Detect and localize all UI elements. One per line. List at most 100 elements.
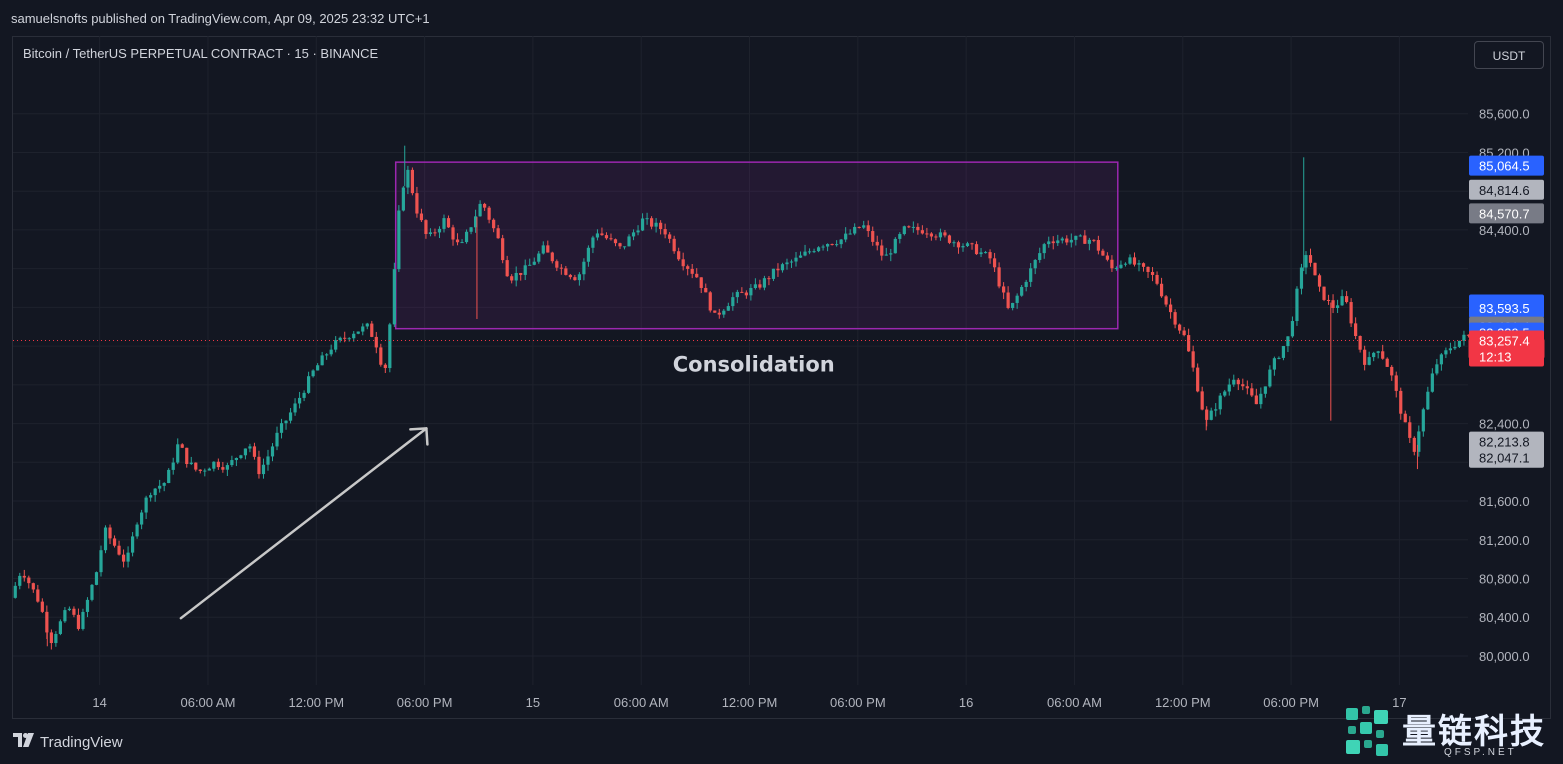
candle-body [1223, 391, 1227, 396]
candle-down [1322, 286, 1326, 302]
candle-body [956, 242, 961, 248]
candle-body [121, 554, 126, 562]
candle-body [1426, 391, 1430, 410]
candle-up [1372, 351, 1376, 362]
candle-body [130, 536, 135, 553]
candle-down [1164, 295, 1168, 307]
candle-body [803, 251, 807, 256]
candle-up [1087, 237, 1091, 251]
candle-body [1236, 379, 1240, 385]
candle-body [659, 222, 663, 230]
candle-up [631, 229, 636, 241]
candle-body [744, 292, 748, 296]
candle-body [1421, 409, 1425, 432]
candle-body [961, 246, 965, 248]
x-tick-label: 06:00 AM [1047, 695, 1102, 710]
candle-body [1092, 239, 1096, 241]
candle-body [207, 468, 211, 471]
published-line: samuelsnofts published on TradingView.co… [11, 11, 430, 26]
candle-body [586, 247, 591, 262]
candle-down [704, 283, 708, 293]
candle-up [266, 449, 270, 471]
candle-body [532, 261, 536, 265]
candle-body [1263, 386, 1267, 394]
candle-down [1236, 377, 1240, 391]
candle-down [501, 234, 505, 264]
candle-up [821, 244, 825, 251]
candle-body [1358, 336, 1362, 350]
y-tick-label: 80,000.0 [1479, 649, 1530, 664]
price-label-text: 85,064.5 [1479, 159, 1530, 174]
candle-up [798, 251, 803, 258]
candle-body [979, 252, 983, 255]
price-label: 82,047.1 [1469, 447, 1544, 468]
candle-up [325, 353, 329, 360]
candle-up [248, 443, 252, 453]
candle-down [717, 308, 721, 319]
candle-down [419, 208, 424, 223]
candle-body [857, 226, 861, 228]
candle-down [916, 223, 920, 235]
candle-up [654, 218, 658, 233]
candle-body [388, 324, 392, 369]
currency-button[interactable]: USDT [1474, 41, 1544, 69]
candle-down [180, 443, 184, 449]
candle-body [212, 461, 216, 469]
candle-down [487, 206, 491, 224]
candle-up [58, 619, 62, 636]
candle-up [1435, 358, 1439, 376]
candle-body [920, 230, 924, 234]
tradingview-logo[interactable]: TradingView [13, 733, 123, 751]
candle-body [844, 233, 848, 240]
candle-body [338, 337, 342, 341]
candle-body [925, 233, 929, 235]
candle-up [1439, 353, 1443, 371]
symbol-title[interactable]: Bitcoin / TetherUS PERPETUAL CONTRACT · … [23, 46, 379, 61]
x-tick-label: 12:00 PM [288, 695, 344, 710]
candle-body [798, 255, 803, 258]
candle-body [794, 257, 798, 262]
price-label-text: 84,570.7 [1479, 206, 1530, 221]
candle-body [907, 226, 911, 228]
candle-body [568, 274, 572, 278]
candle-up [1453, 340, 1457, 350]
candle-body [1245, 386, 1249, 389]
candle-body [1232, 379, 1236, 385]
candle-up [1340, 289, 1344, 306]
candle-body [1146, 266, 1150, 272]
candle-body [81, 611, 85, 629]
candle-body [911, 226, 915, 228]
tradingview-brand-text: TradingView [40, 733, 123, 751]
countdown-text: 12:13 [1479, 350, 1512, 365]
candle-body [189, 462, 193, 465]
candle-body [704, 287, 708, 293]
candle-body [419, 213, 424, 221]
candle-down [1002, 282, 1006, 300]
candle-body [203, 470, 207, 472]
candle-down [1110, 255, 1114, 272]
candle-body [546, 245, 550, 253]
candle-body [1051, 241, 1055, 244]
candle-body [1381, 351, 1385, 359]
candle-up [1421, 407, 1425, 437]
y-tick-label: 82,400.0 [1479, 417, 1530, 432]
candle-up [979, 248, 983, 258]
candle-body [216, 461, 220, 468]
candle-body [1299, 267, 1304, 289]
candle-body [559, 267, 563, 269]
candle-up [826, 243, 830, 252]
candle-body [1083, 235, 1087, 244]
candle-up [1047, 236, 1051, 248]
candle-up [1137, 259, 1141, 272]
candle-body [1209, 410, 1213, 420]
candle-body [1128, 257, 1132, 264]
candle-body [595, 233, 600, 238]
candle-up [212, 461, 216, 472]
candle-body [510, 276, 514, 281]
candle-body [640, 218, 645, 231]
candle-body [731, 297, 735, 307]
candle-up [1430, 368, 1434, 393]
candle-up [135, 522, 139, 539]
candle-body [1399, 390, 1403, 414]
